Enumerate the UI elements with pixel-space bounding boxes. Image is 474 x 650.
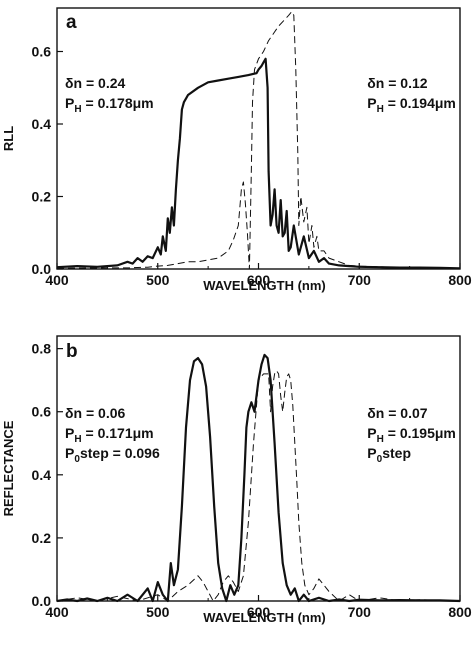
y-tick-label: 0.2 (32, 189, 52, 205)
panel-b: 400 500 600 700 800 0.0 0.2 0.4 0.6 0.8 WAVELENGTH… (1, 335, 472, 625)
annotation-line: PH = 0.178μm (65, 95, 154, 115)
annotation-line: PH = 0.171μm (65, 425, 154, 445)
y-axis-label: REFLECTANCE (1, 420, 16, 516)
annotation-line: δn = 0.12 (367, 75, 427, 91)
annotation-line: PH = 0.195μm (367, 425, 456, 445)
series-solid-line (56, 57, 461, 270)
x-tick-label: 500 (146, 604, 170, 620)
y-tick-label: 0.6 (32, 44, 52, 60)
annotation-line: δn = 0.07 (367, 405, 427, 421)
panel-letter: b (66, 341, 78, 362)
x-tick-label: 400 (45, 604, 69, 620)
series-dashed-line (56, 11, 460, 270)
y-tick-label: 0.0 (32, 261, 52, 277)
y-tick-label: 0.0 (32, 593, 52, 609)
x-tick-label: 400 (45, 272, 69, 288)
x-tick-label: 500 (146, 272, 170, 288)
series-dashed-line (56, 370, 461, 602)
x-axis-label: WAVELENGTH (nm) (203, 278, 326, 293)
y-tick-label: 0.4 (32, 467, 52, 483)
x-tick-label: 700 (348, 604, 372, 620)
x-tick-label: 800 (448, 272, 472, 288)
plot-frame (56, 7, 461, 270)
y-tick-label: 0.4 (32, 116, 52, 132)
x-tick-label: 600 (247, 272, 271, 288)
y-tick-label: 0.2 (32, 530, 52, 546)
annotation-line: P0step (367, 445, 411, 465)
x-tick-label: 800 (448, 604, 472, 620)
annotation-line: δn = 0.24 (65, 75, 125, 91)
y-tick-label: 0.6 (32, 404, 52, 420)
y-tick-label: 0.8 (32, 341, 52, 357)
annotation-line: PH = 0.194μm (367, 95, 456, 115)
annotation-line: δn = 0.06 (65, 405, 125, 421)
y-axis-label: RLL (1, 126, 16, 151)
panel-a: 400 500 600 700 800 0.0 0.2 0.4 0.6 WAVELENGTH (n… (1, 7, 472, 293)
x-tick-label: 700 (348, 272, 372, 288)
series-solid-line (56, 353, 461, 603)
x-tick-label: 600 (247, 604, 271, 620)
panel-letter: a (66, 12, 77, 33)
annotation-line: P0step = 0.096 (65, 445, 160, 465)
x-axis-label: WAVELENGTH (nm) (203, 610, 326, 625)
